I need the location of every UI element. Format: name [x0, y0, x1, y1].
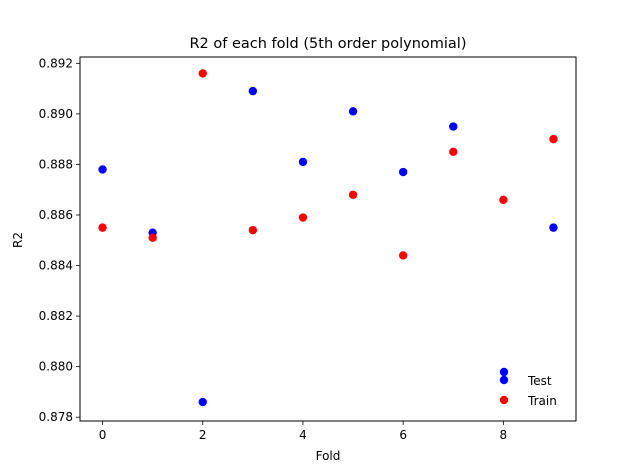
train-point-6: [398, 251, 408, 260]
test-point-3: [248, 86, 258, 96]
y-tick-label-0: 0.878: [39, 410, 73, 424]
test-point-7: [449, 122, 458, 131]
train-point-8: [499, 195, 508, 205]
plot-area: 0 2 4 6 8 0.878 0.880 0.882 0.884 0.886 0.888 0.890…: [39, 56, 577, 442]
y-tick-label-3: 0.884: [39, 259, 73, 273]
x-tick-label-0: 0: [99, 428, 107, 442]
train-point-0: [98, 223, 107, 232]
legend: Test Train: [499, 367, 557, 408]
test-point-4: [298, 157, 308, 167]
x-tick-label-1: 2: [199, 428, 207, 442]
x-axis-title: Fold: [316, 449, 341, 463]
x-tick-label-4: 8: [500, 428, 508, 442]
y-tick-label-1: 0.880: [39, 360, 73, 374]
y-tick-label-6: 0.890: [39, 107, 73, 121]
x-tick-label-2: 4: [299, 428, 307, 442]
y-tick-label-2: 0.882: [39, 309, 73, 323]
train-point-3: [248, 225, 258, 235]
legend-marker-train: [499, 395, 509, 405]
train-point-5: [348, 190, 358, 199]
train-point-4: [298, 213, 308, 222]
test-point-2: [198, 397, 207, 407]
y-tick-label-7: 0.892: [39, 56, 73, 70]
test-point-0: [98, 165, 107, 174]
train-point-9: [549, 134, 558, 144]
y-tick-label-4: 0.886: [39, 208, 73, 222]
legend-label-train: Train: [527, 394, 557, 408]
train-point-7: [449, 147, 458, 156]
y-tick-label-5: 0.888: [39, 157, 73, 171]
y-axis-title: R2: [11, 232, 25, 248]
legend-label-test: Test: [527, 374, 552, 388]
train-point-1: [148, 233, 157, 242]
x-tick-label-3: 6: [399, 428, 407, 442]
test-point-6: [398, 167, 408, 177]
legend-marker-test: [499, 375, 509, 385]
legend-marker-test-2: [499, 367, 509, 377]
test-point-9: [549, 223, 558, 232]
test-point-5: [348, 107, 358, 116]
train-point-2: [198, 69, 207, 78]
plot-frame: [79, 56, 577, 422]
chart-title: R2 of each fold (5th order polynomial): [189, 36, 466, 52]
